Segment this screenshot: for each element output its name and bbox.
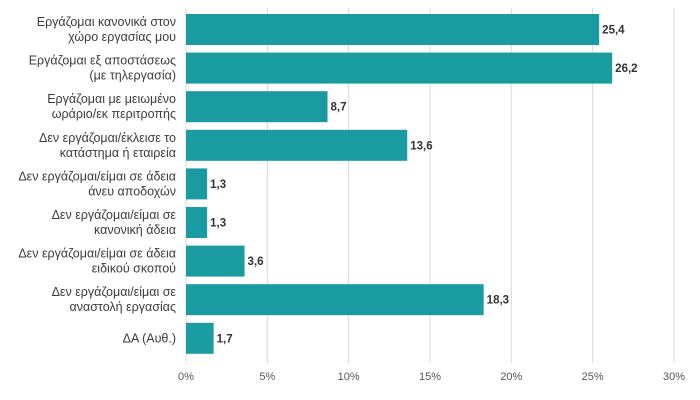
- data-label: 25,4: [602, 25, 625, 37]
- category-label-line: Δεν εργάζομαι/είμαι σε άδεια: [18, 247, 176, 261]
- category-label-line: (με τηλεργασία): [89, 69, 176, 83]
- value-labels: 25,4 26,2 8,7 13,6 1,3 1,3 3,6 18,3 1,7: [210, 25, 637, 346]
- bar: [186, 129, 408, 161]
- bar: [186, 14, 600, 45]
- category-label-line: Δεν εργάζομαι/είμαι σε άδεια: [18, 169, 176, 183]
- category-label-line: Εργάζομαι με μειωμένο: [47, 92, 176, 106]
- x-tick-label: 20%: [500, 371, 522, 383]
- data-label: 1,7: [217, 333, 233, 345]
- category-label: Δεν εργάζομαι/είμαι σε άδεια ειδικού σκοπ…: [18, 247, 176, 276]
- bar: [186, 168, 208, 200]
- category-label: Δεν εργάζομαι/έκλεισε το κατάστημα ή εται…: [39, 131, 176, 160]
- category-label: Δεν εργάζομαι/είμαι σε αναστολή εργασίας: [52, 285, 177, 314]
- bar: [186, 91, 328, 123]
- category-label: Εργάζομαι κανονικά στον χώρο εργασίας μου: [37, 15, 176, 44]
- bar: [186, 322, 214, 354]
- x-tick-label: 15%: [419, 371, 441, 383]
- bar: [186, 284, 484, 316]
- data-label: 18,3: [487, 295, 509, 307]
- category-label: Εργάζομαι εξ αποστάσεως (με τηλεργασία): [29, 54, 176, 83]
- category-label: Δεν εργάζομαι/είμαι σε άδεια άνευ αποδοχώ…: [18, 169, 176, 198]
- category-label-line: Δεν εργάζομαι/έκλεισε το: [39, 131, 176, 145]
- x-tick-label: 5%: [259, 371, 275, 383]
- x-axis-tick-labels: 0% 5% 10% 15% 20% 25% 30%: [178, 371, 685, 383]
- bars: [186, 14, 613, 354]
- x-tick-label: 25%: [582, 371, 604, 383]
- data-label: 1,3: [210, 218, 226, 230]
- category-label-line: Εργάζομαι εξ αποστάσεως: [29, 54, 176, 68]
- category-label-line: κανονική άδεια: [94, 223, 176, 237]
- category-label-line: Δεν εργάζομαι/είμαι σε: [52, 208, 177, 222]
- x-tick-label: 10%: [338, 371, 360, 383]
- x-tick-label: 30%: [663, 371, 685, 383]
- x-tick-label: 0%: [178, 371, 194, 383]
- category-label-line: ΔΑ (Αυθ.): [123, 331, 176, 345]
- data-label: 26,2: [615, 63, 637, 75]
- data-label: 13,6: [410, 140, 432, 152]
- category-label-line: Εργάζομαι κανονικά στον: [37, 15, 176, 29]
- bar: [186, 52, 613, 84]
- category-label: Δεν εργάζομαι/είμαι σε κανονική άδεια: [52, 208, 177, 237]
- data-label: 8,7: [331, 102, 347, 114]
- category-label-line: ειδικού σκοπού: [92, 262, 176, 276]
- bar: [186, 207, 208, 238]
- category-label-line: κατάστημα ή εταιρεία: [60, 146, 176, 160]
- data-label: 1,3: [210, 179, 226, 191]
- category-label-line: άνευ αποδοχών: [88, 184, 176, 198]
- category-label: Εργάζομαι με μειωμένο ωράριο/εκ περιτροπή…: [47, 92, 176, 121]
- data-label: 3,6: [248, 256, 264, 268]
- category-label-line: αναστολή εργασίας: [70, 300, 176, 314]
- category-label-line: Δεν εργάζομαι/είμαι σε: [52, 285, 177, 299]
- category-label: ΔΑ (Αυθ.): [123, 331, 176, 345]
- category-labels: Εργάζομαι κανονικά στον χώρο εργασίας μου…: [18, 15, 176, 345]
- bar: [186, 245, 245, 277]
- category-label-line: χώρο εργασίας μου: [68, 30, 176, 44]
- category-label-line: ωράριο/εκ περιτροπής: [52, 107, 176, 121]
